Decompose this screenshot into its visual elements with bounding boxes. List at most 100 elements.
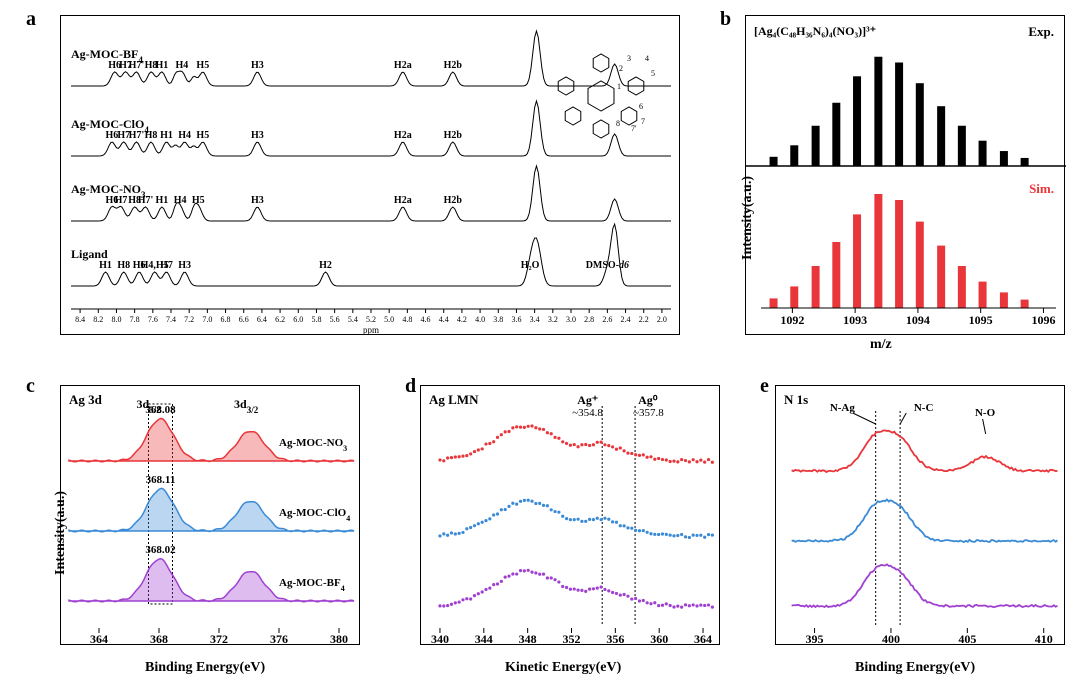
svg-text:H3: H3	[251, 130, 264, 141]
svg-text:H3: H3	[251, 195, 264, 206]
svg-text:6.6: 6.6	[239, 315, 249, 324]
svg-text:H5: H5	[196, 130, 209, 141]
svg-text:356: 356	[606, 632, 624, 646]
svg-text:H7': H7'	[129, 60, 145, 71]
svg-text:7.6: 7.6	[148, 315, 158, 324]
panel-b-label: b	[720, 8, 731, 31]
svg-text:H2a: H2a	[394, 130, 412, 141]
svg-text:Ag-MOC-ClO4: Ag-MOC-ClO4	[279, 507, 350, 523]
svg-text:2: 2	[619, 64, 623, 73]
svg-text:340: 340	[431, 632, 449, 646]
svg-text:H4: H4	[178, 130, 191, 141]
svg-text:Ag-MOC-BF4: Ag-MOC-BF4	[279, 577, 345, 593]
svg-text:8.4: 8.4	[75, 315, 85, 324]
svg-text:3.8: 3.8	[493, 315, 503, 324]
panel-c: 3643683723763803d5/23d3/2368.08Ag-MOC-NO…	[60, 385, 360, 645]
svg-text:H8: H8	[145, 130, 158, 141]
svg-text:368.02: 368.02	[145, 544, 176, 556]
svg-text:3d3/2: 3d3/2	[234, 397, 259, 415]
svg-text:H2b: H2b	[444, 195, 463, 206]
svg-text:400: 400	[882, 632, 900, 646]
svg-text:N-Ag: N-Ag	[830, 402, 856, 414]
panel-c-xlabel: Binding Energy(eV)	[145, 660, 265, 676]
svg-text:DMSO-d6: DMSO-d6	[586, 260, 629, 271]
svg-text:N-O: N-O	[975, 407, 996, 419]
svg-text:H2a: H2a	[394, 60, 412, 71]
svg-text:Ligand: Ligand	[71, 247, 108, 261]
panel-c-label: c	[26, 375, 35, 398]
svg-text:1092: 1092	[780, 313, 804, 327]
svg-text:364: 364	[90, 632, 108, 646]
svg-text:368: 368	[150, 632, 168, 646]
svg-text:5: 5	[651, 69, 655, 78]
panel-b-ylabel: Intensity(a.u.)	[740, 176, 756, 260]
svg-text:H1: H1	[156, 195, 169, 206]
panel-d: 340344348352356360364Ag⁺~354.8Ag⁰~357.8 …	[420, 385, 720, 645]
svg-text:H5: H5	[196, 60, 209, 71]
svg-text:7: 7	[641, 117, 645, 126]
panel-b-xlabel: m/z	[870, 337, 892, 353]
svg-text:380: 380	[330, 632, 348, 646]
svg-text:352: 352	[563, 632, 581, 646]
svg-text:344: 344	[475, 632, 493, 646]
svg-text:4.6: 4.6	[421, 315, 431, 324]
svg-text:Ag-MOC-NO3: Ag-MOC-NO3	[279, 437, 347, 453]
svg-text:6.8: 6.8	[221, 315, 231, 324]
svg-text:8.0: 8.0	[111, 315, 121, 324]
svg-text:364: 364	[694, 632, 712, 646]
svg-text:4.0: 4.0	[475, 315, 485, 324]
svg-text:2.2: 2.2	[639, 315, 649, 324]
panel-b: 10921093109410951096 [Ag₄(C₄₈H₃₆N₆)₄(NO₃…	[745, 15, 1065, 335]
xps-lmn: 340344348352356360364Ag⁺~354.8Ag⁰~357.8	[421, 386, 721, 646]
panel-a: 8.48.28.07.87.67.47.27.06.86.66.46.26.05…	[60, 15, 680, 335]
svg-text:H₂O: H₂O	[521, 260, 540, 271]
svg-text:2.0: 2.0	[657, 315, 667, 324]
panel-e-title: N 1s	[784, 392, 808, 408]
svg-text:4.4: 4.4	[439, 315, 449, 324]
svg-text:H1: H1	[160, 130, 173, 141]
svg-text:5.8: 5.8	[311, 315, 321, 324]
panel-e-xlabel: Binding Energy(eV)	[855, 660, 975, 676]
svg-text:H4: H4	[174, 195, 187, 206]
panel-c-ylabel: Intensity(a.u.)	[53, 491, 69, 575]
svg-text:H2: H2	[319, 260, 332, 271]
svg-text:6.0: 6.0	[293, 315, 303, 324]
svg-text:H4: H4	[176, 60, 189, 71]
svg-text:1: 1	[617, 82, 621, 91]
svg-text:5.6: 5.6	[330, 315, 340, 324]
svg-text:H2b: H2b	[444, 60, 463, 71]
xps-ag3d: 3643683723763803d5/23d3/2368.08Ag-MOC-NO…	[61, 386, 361, 646]
panel-e: 395400405410N-AgN-CN-O N 1s	[775, 385, 1065, 645]
panel-d-label: d	[405, 375, 416, 398]
svg-text:H7': H7'	[138, 195, 154, 206]
svg-text:ppm: ppm	[363, 325, 379, 335]
svg-text:6.4: 6.4	[257, 315, 267, 324]
svg-text:4.2: 4.2	[457, 315, 467, 324]
svg-text:H1: H1	[156, 60, 169, 71]
svg-text:H2a: H2a	[394, 195, 412, 206]
svg-text:1095: 1095	[969, 313, 993, 327]
svg-text:3: 3	[627, 54, 631, 63]
svg-text:7.8: 7.8	[130, 315, 140, 324]
svg-text:3.2: 3.2	[548, 315, 558, 324]
svg-text:4.8: 4.8	[402, 315, 412, 324]
svg-text:372: 372	[210, 632, 228, 646]
svg-text:Ag⁰: Ag⁰	[638, 393, 658, 407]
svg-text:405: 405	[958, 632, 976, 646]
ms-spectra: 10921093109410951096	[746, 16, 1066, 336]
svg-text:410: 410	[1035, 632, 1053, 646]
svg-text:6.2: 6.2	[275, 315, 285, 324]
sim-label: Sim.	[1029, 181, 1054, 197]
svg-text:368.08: 368.08	[145, 404, 176, 416]
svg-text:~354.8: ~354.8	[572, 407, 603, 419]
panel-d-xlabel: Kinetic Energy(eV)	[505, 660, 621, 676]
svg-text:2.4: 2.4	[621, 315, 631, 324]
svg-text:H7': H7'	[129, 130, 145, 141]
svg-text:~357.8: ~357.8	[633, 407, 664, 419]
svg-text:5.4: 5.4	[348, 315, 358, 324]
svg-text:H2b: H2b	[444, 130, 463, 141]
panel-c-title: Ag 3d	[69, 392, 102, 408]
svg-text:5.0: 5.0	[384, 315, 394, 324]
svg-text:H8: H8	[117, 260, 130, 271]
svg-text:7.2: 7.2	[184, 315, 194, 324]
